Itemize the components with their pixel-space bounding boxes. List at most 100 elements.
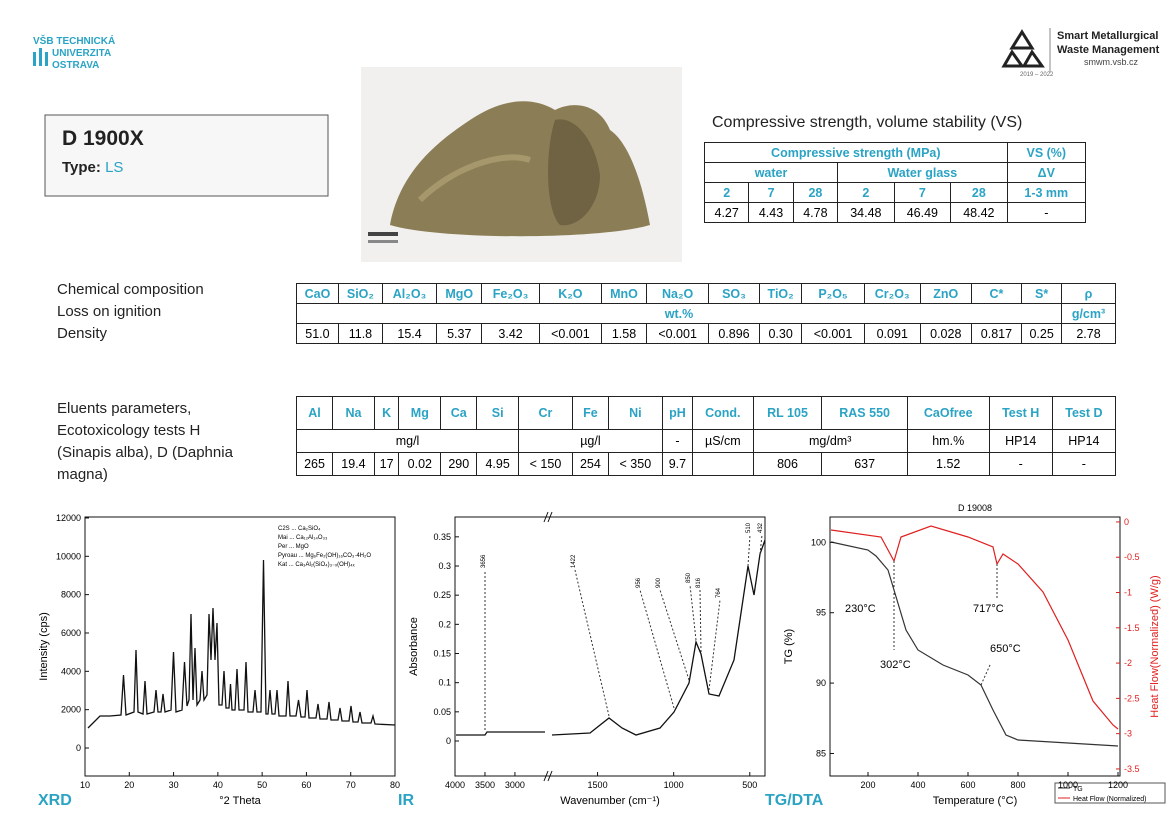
- table-cell: 265: [297, 453, 333, 476]
- table-cell: water: [705, 163, 838, 183]
- legend-label: Kat ... Ca₃Al₂(SiO₄)₃₋ₓ(OH)₄ₓ: [278, 562, 355, 568]
- project-years: 2019 – 2022: [1020, 72, 1054, 78]
- eluent-labels: Eluents parameters,Ecotoxicology tests H…: [57, 398, 233, 486]
- x-tick-label: 50: [257, 780, 267, 790]
- x-tick-label: 1000: [664, 780, 684, 790]
- x-tick-label: 70: [346, 780, 356, 790]
- table-cell: 11.8: [338, 324, 382, 344]
- x-tick-label: 80: [390, 780, 400, 790]
- table-cell: HP14: [1052, 430, 1115, 453]
- table-cell: VS (%): [1007, 143, 1085, 163]
- y-tick-label: 0.3: [438, 561, 451, 571]
- row-label: Loss on ignition: [57, 301, 204, 323]
- x-tick-label: 20: [124, 780, 134, 790]
- table-cell: µS/cm: [693, 430, 754, 453]
- peak-label: 816: [696, 577, 702, 588]
- x-tick-label: 1200: [1108, 780, 1128, 790]
- x-tick-label: 40: [213, 780, 223, 790]
- y-tick-label: 10000: [56, 551, 81, 561]
- table-cell: 0.25: [1022, 324, 1062, 344]
- y2-tick-label: -0.5: [1124, 552, 1140, 562]
- x-tick-label: 60: [301, 780, 311, 790]
- table-cell: TiO₂: [759, 284, 802, 304]
- annotation: 302°C: [880, 659, 911, 671]
- y-axis-label: Intensity (cps): [38, 612, 50, 680]
- table-cell: µg/l: [519, 430, 663, 453]
- plot-title: D 19008: [958, 503, 992, 513]
- table-cell: 2.78: [1061, 324, 1115, 344]
- y-tick-label: 0.35: [433, 532, 451, 542]
- table-cell: -: [1007, 203, 1085, 223]
- table-cell: RAS 550: [822, 397, 907, 430]
- legend-label: C2S ... Ca₂SiO₄: [278, 526, 321, 532]
- table-cell: [693, 453, 754, 476]
- legend-label: Heat Flow (Normalized): [1073, 796, 1147, 803]
- x-tick-label: 200: [860, 780, 875, 790]
- table-cell: Cond.: [693, 397, 754, 430]
- table-cell: 0.02: [399, 453, 441, 476]
- y2-tick-label: -1.5: [1124, 623, 1140, 633]
- y-tick-label: 0.15: [433, 649, 451, 659]
- table-cell: Water glass: [838, 163, 1008, 183]
- y-tick-label: 90: [816, 678, 826, 688]
- table-cell: 2: [705, 183, 749, 203]
- row-label: Eluents parameters,: [57, 398, 233, 420]
- univ-name: VŠB TECHNICKÁ: [33, 34, 115, 47]
- x-tick-label: 10: [80, 780, 90, 790]
- table-cell: Na: [333, 397, 375, 430]
- annotation: 717°C: [973, 603, 1004, 615]
- table-cell: MgO: [437, 284, 482, 304]
- univ-logo: VŠB TECHNICKÁ UNIVERZITA OSTRAVA: [33, 34, 115, 71]
- table-cell: 4.43: [749, 203, 793, 223]
- x-tick-label: 600: [960, 780, 975, 790]
- x-axis-label: Temperature (°C): [933, 795, 1017, 807]
- peak-label: 3656: [481, 554, 487, 568]
- table-cell: 1.52: [907, 453, 989, 476]
- page: VŠB TECHNICKÁ UNIVERZITA OSTRAVA 2019 – …: [0, 0, 1173, 822]
- row-label: magna): [57, 464, 233, 486]
- table-cell: 290: [441, 453, 477, 476]
- table-cell: Al: [297, 397, 333, 430]
- table-row: Compressive strength (MPa)VS (%): [705, 143, 1086, 163]
- table-cell: P₂O₅: [802, 284, 864, 304]
- table-cell: 17: [374, 453, 399, 476]
- table-cell: hm.%: [907, 430, 989, 453]
- plot-label: IR: [398, 792, 414, 809]
- y2-tick-label: -2.5: [1124, 693, 1140, 703]
- table-cell: Mg: [399, 397, 441, 430]
- table-cell: pH: [662, 397, 692, 430]
- table-row: CaOSiO₂Al₂O₃MgOFe₂O₃K₂OMnONa₂OSO₃TiO₂P₂O…: [297, 284, 1116, 304]
- y2-axis-label: Heat Flow(Normalized) (W/g): [1149, 575, 1161, 717]
- table-cell: 5.37: [437, 324, 482, 344]
- sample-photo: [361, 67, 682, 262]
- table-cell: Test D: [1052, 397, 1115, 430]
- table-cell: <0.001: [802, 324, 864, 344]
- table-cell: Compressive strength (MPa): [705, 143, 1008, 163]
- axis-break: [544, 512, 552, 781]
- plot-label: TG/DTA: [765, 792, 824, 809]
- table-cell: 1-3 mm: [1007, 183, 1085, 203]
- table-cell: Ca: [441, 397, 477, 430]
- row-label: Chemical composition: [57, 279, 204, 301]
- sample-name: D 1900X: [62, 127, 144, 150]
- table-cell: 0.30: [759, 324, 802, 344]
- y-tick-label: 6000: [61, 628, 81, 638]
- table-cell: Cr₂O₃: [864, 284, 920, 304]
- table-cell: 0.091: [864, 324, 920, 344]
- table-cell: -: [1052, 453, 1115, 476]
- annotation: 230°C: [845, 603, 876, 615]
- table-cell: 9.7: [662, 453, 692, 476]
- x-axis-label: Wavenumber (cm⁻¹): [560, 795, 660, 807]
- y-tick-label: 0: [446, 736, 451, 746]
- y-tick-label: 8000: [61, 590, 81, 600]
- table-cell: 28: [793, 183, 837, 203]
- legend-label: Per ... MgO: [278, 544, 309, 550]
- plot-frame: [830, 517, 1120, 776]
- row-label: Density: [57, 323, 204, 345]
